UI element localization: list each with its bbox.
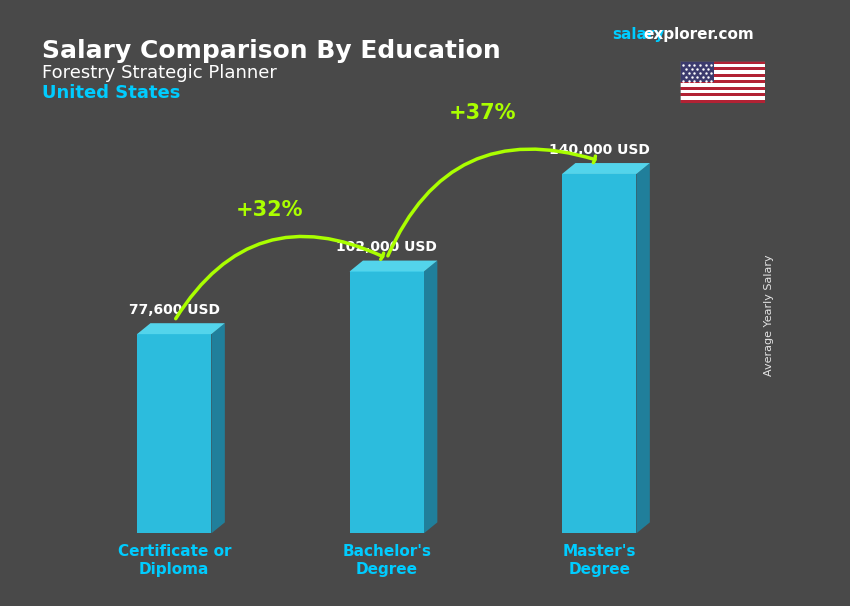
Polygon shape [562, 163, 649, 174]
FancyBboxPatch shape [137, 334, 212, 533]
FancyBboxPatch shape [349, 271, 424, 533]
Bar [680, 90, 765, 93]
Text: 77,600 USD: 77,600 USD [128, 302, 220, 317]
Bar [680, 61, 765, 64]
Text: Salary Comparison By Education: Salary Comparison By Education [42, 39, 501, 64]
Text: Average Yearly Salary: Average Yearly Salary [764, 255, 774, 376]
Bar [680, 93, 765, 96]
Bar [680, 100, 765, 103]
Bar [680, 80, 765, 84]
Bar [680, 64, 765, 67]
Text: United States: United States [42, 84, 181, 102]
Text: +37%: +37% [449, 103, 516, 123]
Polygon shape [424, 261, 437, 533]
Bar [680, 84, 765, 87]
Bar [680, 87, 765, 90]
Text: 140,000 USD: 140,000 USD [549, 142, 649, 156]
Bar [680, 74, 765, 77]
Text: Forestry Strategic Planner: Forestry Strategic Planner [42, 64, 277, 82]
Bar [680, 67, 765, 70]
Text: salary: salary [612, 27, 665, 42]
Text: 102,000 USD: 102,000 USD [337, 240, 437, 254]
Bar [680, 70, 765, 74]
Bar [680, 61, 714, 82]
FancyBboxPatch shape [562, 174, 637, 533]
Polygon shape [212, 323, 224, 533]
Polygon shape [637, 163, 649, 533]
Text: explorer.com: explorer.com [643, 27, 754, 42]
Bar [680, 77, 765, 80]
Bar [680, 96, 765, 100]
Polygon shape [137, 323, 224, 334]
Polygon shape [349, 261, 437, 271]
Text: +32%: +32% [236, 201, 303, 221]
